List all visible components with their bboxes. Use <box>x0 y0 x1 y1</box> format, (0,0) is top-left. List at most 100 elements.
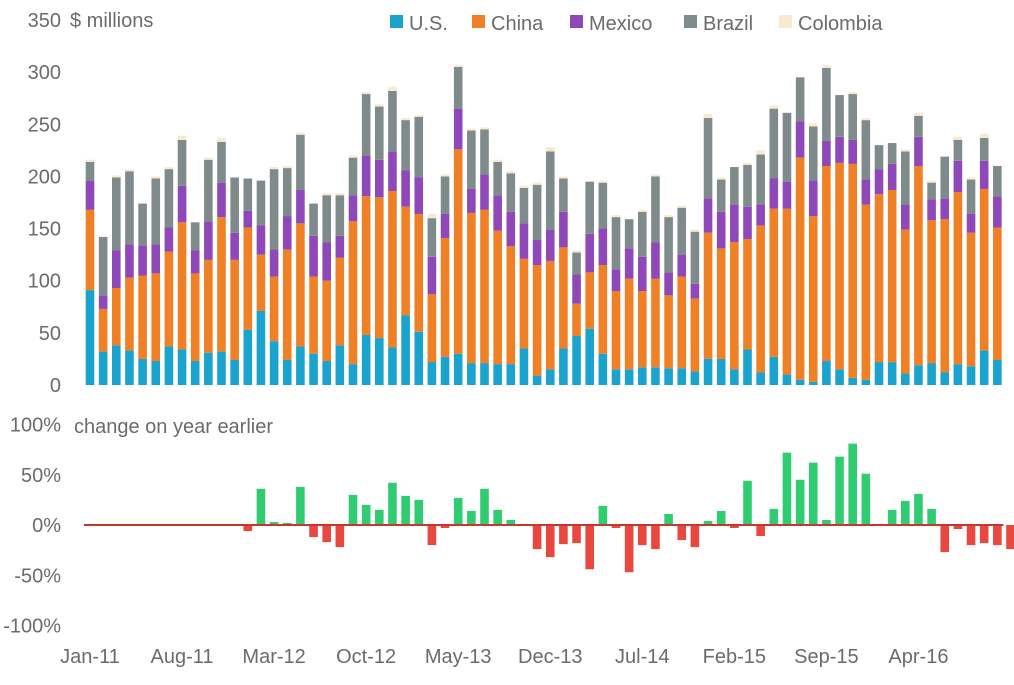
top-unit-label: $ millions <box>70 10 153 32</box>
bar-colombia <box>178 136 187 140</box>
bar-colombia <box>677 206 686 208</box>
bar-brazil <box>651 176 660 242</box>
change-bar-positive <box>770 509 779 525</box>
change-bar-positive <box>388 483 397 525</box>
bar-brazil <box>336 195 345 236</box>
bar-mexico <box>599 229 608 266</box>
bar-mexico <box>414 177 423 214</box>
bar-us <box>901 374 910 385</box>
bar-mexico <box>178 186 187 223</box>
bar-china <box>165 252 174 347</box>
bar-colombia <box>980 134 989 138</box>
bar-china <box>743 239 752 350</box>
bar-colombia <box>664 215 673 217</box>
bar-brazil <box>625 219 634 248</box>
bar-us <box>112 345 121 385</box>
bar-us <box>888 362 897 385</box>
change-bar-positive <box>862 474 871 525</box>
bar-china <box>138 276 147 359</box>
bar-brazil <box>165 169 174 227</box>
change-bar-positive <box>480 489 489 525</box>
change-bar-negative <box>638 525 647 545</box>
bar-us <box>309 354 318 385</box>
bar-brazil <box>677 208 686 255</box>
bar-mexico <box>796 121 805 158</box>
bar-china <box>888 190 897 362</box>
bar-china <box>612 291 621 369</box>
bar-colombia <box>901 149 910 151</box>
bar-brazil <box>809 126 818 180</box>
bar-china <box>309 277 318 354</box>
bar-colombia <box>375 104 384 106</box>
bar-china <box>520 259 529 349</box>
bar-brazil <box>217 142 226 183</box>
change-bar-positive <box>493 510 502 525</box>
bar-brazil <box>454 67 463 109</box>
bar-brazil <box>954 140 963 161</box>
bar-brazil <box>191 222 200 250</box>
bar-brazil <box>230 177 239 232</box>
bar-china <box>835 163 844 369</box>
bar-mexico <box>204 221 213 260</box>
bar-colombia <box>441 174 450 176</box>
bar-us <box>743 350 752 385</box>
bar-us <box>270 341 279 385</box>
bar-colombia <box>336 193 345 195</box>
bar-brazil <box>783 113 792 182</box>
bar-us <box>638 367 647 385</box>
change-bar-negative <box>756 525 765 536</box>
bar-brazil <box>204 160 213 222</box>
bar-brazil <box>178 140 187 186</box>
bar-brazil <box>967 180 976 214</box>
bar-us <box>625 369 634 385</box>
bar-us <box>191 361 200 385</box>
bar-china <box>86 210 95 290</box>
bar-mexico <box>822 141 831 166</box>
top-bars <box>86 65 1002 385</box>
bar-china <box>599 265 608 354</box>
bar-china <box>756 225 765 372</box>
change-bar-positive <box>599 506 608 525</box>
bar-us <box>165 346 174 385</box>
bar-colombia <box>454 65 463 67</box>
bar-mexico <box>704 198 713 232</box>
bar-us <box>704 359 713 385</box>
bar-brazil <box>743 165 752 207</box>
bar-china <box>493 231 502 364</box>
bar-us <box>927 363 936 385</box>
bar-china <box>862 205 871 380</box>
bar-mexico <box>336 236 345 258</box>
bar-us <box>86 290 95 385</box>
bar-china <box>178 222 187 349</box>
bar-china <box>480 210 489 363</box>
bar-brazil <box>309 204 318 236</box>
change-bar-negative <box>533 525 542 549</box>
bar-china <box>980 189 989 351</box>
change-bar-negative <box>428 525 437 545</box>
bottom-y-tick-label: -50% <box>14 565 61 587</box>
bar-us <box>151 361 160 385</box>
bar-brazil <box>927 183 936 200</box>
bar-china <box>296 223 305 346</box>
bar-mexico <box>572 274 581 303</box>
bar-colombia <box>770 106 779 109</box>
change-bar-negative <box>980 525 989 543</box>
bar-china <box>967 233 976 366</box>
bar-mexico <box>651 242 660 279</box>
top-y-tick-label: 300 <box>28 62 61 84</box>
bar-brazil <box>86 162 95 181</box>
bar-brazil <box>770 109 779 179</box>
bar-china <box>191 273 200 361</box>
bar-us <box>980 351 989 385</box>
change-bar-positive <box>296 487 305 525</box>
change-bar-positive <box>783 453 792 525</box>
bar-us <box>612 369 621 385</box>
bottom-y-tick-label: 0% <box>32 515 61 537</box>
bar-china <box>401 207 410 315</box>
bar-brazil <box>572 253 581 275</box>
x-tick-label: Jul-14 <box>615 646 669 668</box>
bar-china <box>283 249 292 360</box>
bar-colombia <box>954 137 963 140</box>
bar-brazil <box>875 145 884 169</box>
